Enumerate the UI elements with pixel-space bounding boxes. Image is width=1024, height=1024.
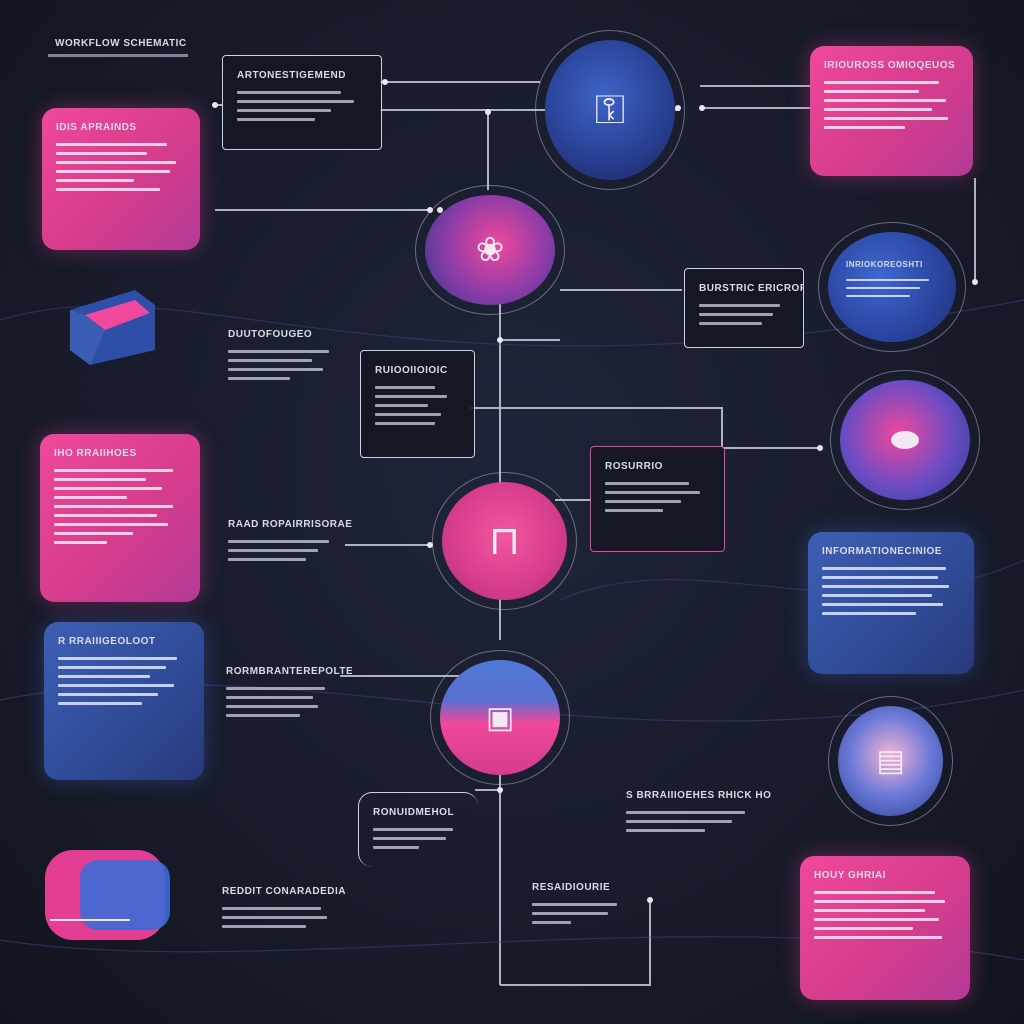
- doorway-icon: ⊓: [488, 518, 521, 564]
- card-left-3: R RRAIIIGEOLOOT: [44, 622, 204, 780]
- card-center-box: ROSURRIO: [590, 446, 725, 552]
- card-right-1: IRIOUROSS OMIOQEUOS: [810, 46, 973, 176]
- card-mid-2: RUIOOIIOIOIC: [360, 350, 475, 458]
- card-right-4: INFORMATIONECINIOE: [808, 532, 974, 674]
- node-lower[interactable]: ▣: [430, 650, 570, 785]
- card-right-2: BURSTRIC ERICRORMOTE: [684, 268, 804, 348]
- card-mid-1: DUUTOFOUGEO: [214, 315, 354, 400]
- card-heading: IRIOUROSS OMIOQEUOS: [824, 60, 956, 71]
- card-heading: BURSTRIC ERICRORMOTE: [699, 283, 803, 294]
- card-heading: INFORMATIONECINIOE: [822, 546, 942, 557]
- node-right-2[interactable]: ⬬: [830, 370, 980, 510]
- card-heading: ROSURRIO: [605, 461, 663, 472]
- card-heading: RONUIDMEHOL: [373, 807, 455, 818]
- card-heading: IDIS APRAINDS: [56, 122, 137, 133]
- card-mid-3: RAAD ROPAIRRISORAE: [214, 505, 354, 575]
- capsule-icon: ⬬: [890, 420, 920, 460]
- card-heading: R RRAIIIGEOLOOT: [58, 636, 156, 647]
- card-mid-7: RESAIDIOURIE: [518, 868, 643, 943]
- node-center[interactable]: ⊓: [432, 472, 577, 610]
- node-top[interactable]: ⚿: [535, 30, 685, 190]
- card-mid-5: RONUIDMEHOL: [358, 792, 478, 867]
- card-heading: RAAD ROPAIRRISORAE: [228, 519, 353, 530]
- card-mid-6: REDDIT CONARADEDIA: [208, 872, 353, 952]
- cube-icon: ▣: [485, 700, 515, 735]
- card-heading: ARTONESTIGEMEND: [237, 70, 346, 81]
- monitor-icon: ▤: [876, 743, 905, 779]
- card-heading: RUIOOIIOIOIC: [375, 365, 448, 376]
- card-heading: RORMBRANTEREPOLTE: [226, 666, 352, 677]
- card-left-2: IHO RRAIIHOES: [40, 434, 200, 602]
- node-upper[interactable]: ❀: [415, 185, 565, 315]
- card-top-mid: ARTONESTIGEMEND: [222, 55, 382, 150]
- card-right-6: HOUY GHRIAI: [800, 856, 970, 1000]
- card-left-1: IDIS APRAINDS: [42, 108, 200, 250]
- card-heading: INRIOKOREOSHTI: [846, 260, 923, 269]
- card-mid-4: RORMBRANTEREPOLTE: [212, 652, 352, 737]
- card-heading: HOUY GHRIAI: [814, 870, 886, 881]
- page-title: WORKFLOW SCHEMATIC OVERVIEW: [55, 38, 190, 49]
- card-heading: DUUTOFOUGEO: [228, 329, 313, 340]
- card-heading: REDDIT CONARADEDIA: [222, 886, 346, 897]
- cube-stack-icon: [40, 840, 180, 945]
- title-subline: [48, 54, 188, 57]
- card-heading: S BRRAIIIOEHES RHICK HORE: [626, 790, 772, 801]
- node-right-1[interactable]: INRIOKOREOSHTI: [818, 222, 966, 352]
- node-right-3[interactable]: ▤: [828, 696, 953, 826]
- card-heading: RESAIDIOURIE: [532, 882, 611, 893]
- folder-icon: [65, 285, 160, 365]
- creature-icon: ❀: [475, 230, 505, 270]
- user-icon: ⚿: [594, 87, 626, 133]
- card-heading: IHO RRAIIHOES: [54, 448, 137, 459]
- card-right-5: S BRRAIIIOEHES RHICK HORE: [612, 776, 772, 851]
